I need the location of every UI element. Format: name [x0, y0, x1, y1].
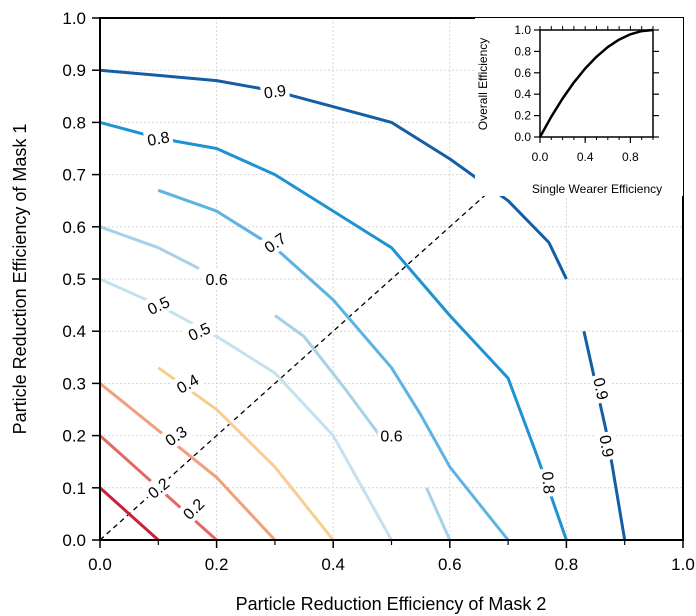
contour-label-text: 0.6 — [380, 429, 402, 446]
contour-label-bg — [158, 419, 194, 452]
contour-label-bg — [170, 367, 205, 400]
x-axis-label: Particle Reduction Efficiency of Mask 2 — [236, 594, 547, 614]
contour-label-text: 0.8 — [146, 129, 171, 150]
inset-background — [475, 18, 683, 196]
x-tick-label: 0.2 — [205, 555, 229, 574]
contour-label-text: 0.9 — [595, 434, 616, 459]
y-tick-label: 0.0 — [62, 531, 86, 550]
y-tick-label: 0.6 — [62, 218, 86, 237]
inset-efficiency-curve — [538, 28, 654, 138]
contour-label-bg — [176, 491, 211, 526]
contour-label-bg — [141, 471, 176, 505]
inset-series — [538, 28, 654, 138]
contour-line-0-1 — [98, 486, 160, 542]
contour-label: 0.7 — [257, 226, 293, 259]
main-axes: 0.0 0.2 0.4 0.6 0.8 1.00.00.10.20.30.40.50.60… — [62, 9, 694, 574]
x-tick-label: 0.4 — [321, 555, 345, 574]
y-tick-label: 0.4 — [62, 322, 86, 341]
inset-axes: 0.0 0.4 0.8 0.0 0.2 0.4 0.6 0.8 1.0 — [514, 23, 659, 164]
contour-line-0-9 — [99, 68, 568, 280]
y-tick-label: 0.8 — [62, 113, 86, 132]
contour-label-text: 0.9 — [263, 83, 287, 103]
x-tick-label: 0.8 — [555, 555, 579, 574]
contour-label-bg — [202, 269, 231, 289]
inset-x-axis-label: Single Wearer Efficiency — [532, 182, 662, 196]
x-tick-label: 0.6 — [438, 555, 462, 574]
contour-label-bg — [142, 125, 174, 151]
y-tick-label: 0.2 — [62, 427, 86, 446]
y-tick-label: 0.9 — [62, 61, 86, 80]
contour-label: 0.5 — [141, 290, 176, 321]
contour-label: 0.9 — [594, 430, 620, 462]
y-tick-label: 1.0 — [62, 9, 86, 28]
inset-x-tick-label: 0.4 — [577, 150, 594, 164]
inset-chart: 0.0 0.4 0.8 0.0 0.2 0.4 0.6 0.8 1.0 Single Weare… — [475, 18, 683, 196]
contour-label-bg — [259, 79, 291, 103]
contour-label-text: 0.6 — [205, 272, 227, 289]
contour-label-bg — [257, 226, 293, 259]
inset-y-tick-label: 0.6 — [514, 66, 531, 80]
inset-x-tick-label: 0.8 — [622, 150, 639, 164]
contour-label-bg — [594, 430, 620, 462]
contour-label-bg — [182, 316, 217, 347]
contour-line-0-3 — [99, 382, 276, 542]
contour-label: 0.8 — [537, 467, 561, 498]
contour-line-0-6 — [274, 314, 382, 437]
y-tick-label: 0.3 — [62, 374, 86, 393]
inset-y-axis-label: Overall Efficiency — [476, 38, 490, 130]
inset-y-tick-label: 0.4 — [514, 87, 531, 101]
inset-y-tick-label: 0.8 — [514, 44, 531, 58]
contour-label-bg — [588, 372, 615, 405]
inset-y-tick-label: 0.0 — [514, 130, 531, 144]
inset-y-tick-label: 1.0 — [514, 23, 531, 37]
contour-line-0-7 — [157, 188, 510, 541]
contour-label: 0.6 — [202, 269, 231, 289]
inset-x-tick-label: 0.0 — [532, 150, 549, 164]
contour-label-bg — [537, 467, 561, 498]
contour-line-0-8 — [99, 120, 568, 541]
y-axis-label: Particle Reduction Efficiency of Mask 1 — [10, 124, 30, 435]
contour-label: 0.3 — [158, 419, 194, 452]
contour-label-bg — [141, 290, 176, 321]
x-tick-label: 1.0 — [671, 555, 695, 574]
x-tick-label: 0.0 — [88, 555, 112, 574]
contour-label: 0.2 — [176, 491, 211, 526]
contour-label: 0.6 — [377, 425, 406, 446]
contour-line-0-6 — [99, 225, 200, 270]
contour-label-text: 0.9 — [589, 376, 610, 401]
contour-label-bg — [377, 425, 406, 446]
contour-label: 0.8 — [142, 125, 174, 151]
contour-label: 0.9 — [588, 372, 615, 405]
inset-y-tick-label: 0.2 — [514, 109, 531, 123]
y-tick-label: 0.7 — [62, 166, 86, 185]
y-tick-label: 0.1 — [62, 479, 86, 498]
y-tick-label: 0.5 — [62, 270, 86, 289]
contour-line-0-6 — [425, 487, 452, 541]
contour-label: 0.4 — [170, 367, 205, 400]
contour-label-text: 0.8 — [538, 471, 557, 495]
contour-label: 0.9 — [259, 79, 291, 103]
